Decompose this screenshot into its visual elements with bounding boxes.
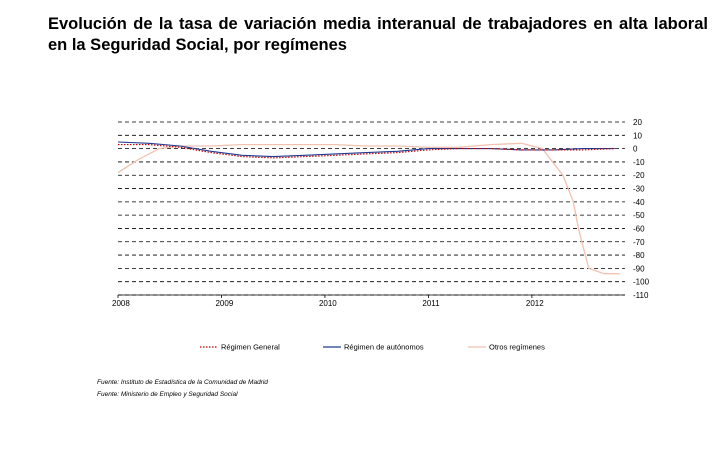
y-tick-label: -90 (633, 264, 645, 273)
y-tick-label: -30 (633, 185, 645, 194)
y-tick-label: -50 (633, 211, 645, 220)
y-axis-ticks: 20 10 0 -10 -20 -30 -40 -50 -60 -70 -80 -90 -100 -110 (633, 118, 650, 300)
legend-label-3: Otros regímenes (489, 343, 545, 352)
y-tick-label: 0 (633, 145, 638, 154)
x-axis-ticks: 2008 2009 2010 2011 2012 (112, 295, 544, 308)
y-tick-label: -110 (633, 291, 649, 300)
series-line-3 (117, 142, 620, 275)
series-lines (117, 141, 620, 275)
y-tick-label: -10 (633, 158, 645, 167)
y-tick-label: -40 (633, 198, 645, 207)
chart-title: Evolución de la tasa de variación media … (48, 15, 708, 54)
y-tick-label: -80 (633, 251, 645, 260)
legend-label-1: Régimen General (221, 343, 280, 352)
x-tick-label: 2008 (112, 299, 130, 308)
y-tick-label: -100 (633, 278, 650, 287)
legend: Régimen General Régimen de autónomos Otros… (200, 343, 545, 352)
series-line-1 (118, 144, 615, 159)
x-tick-label: 2011 (422, 299, 440, 308)
x-tick-label: 2009 (215, 299, 233, 308)
x-tick-label: 2010 (319, 299, 337, 308)
source-note-2: Fuente: Ministerio de Empleo y Seguridad… (97, 391, 238, 398)
grid-lines (118, 121, 625, 296)
x-tick-label: 2012 (526, 299, 544, 308)
source-note-1: Fuente: Instituto de Estadística de la C… (97, 379, 268, 386)
y-tick-label: 20 (633, 118, 642, 127)
legend-label-2: Régimen de autónomos (344, 343, 424, 352)
y-tick-label: -20 (633, 171, 645, 180)
y-tick-label: -60 (633, 224, 645, 233)
y-tick-label: -70 (633, 238, 645, 247)
y-tick-label: 10 (633, 131, 642, 140)
